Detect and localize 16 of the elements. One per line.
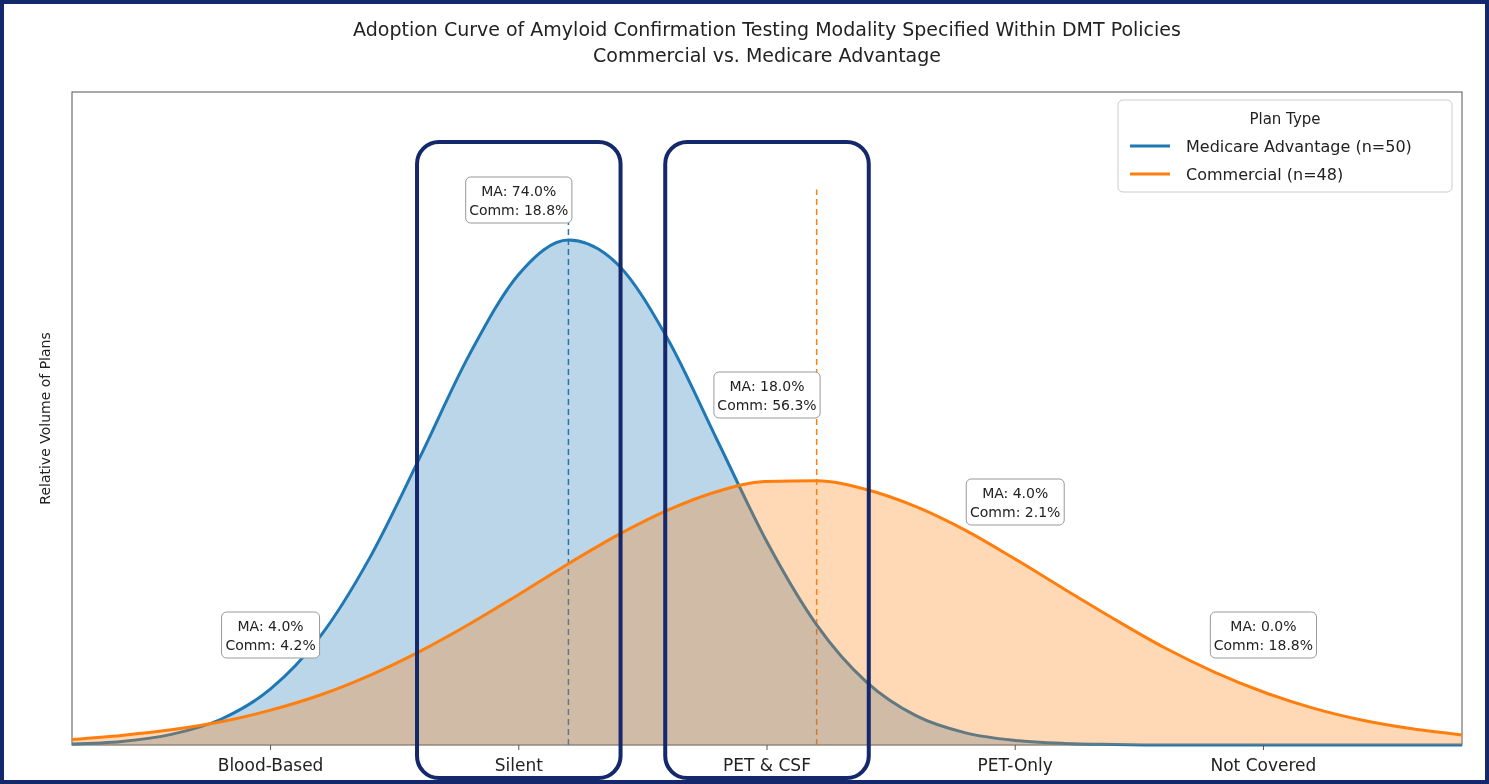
legend-title: Plan Type (1249, 110, 1321, 128)
annotation: MA: 4.0% Comm: 2.1% (970, 485, 1061, 520)
annotation: MA: 0.0% Comm: 18.8% (1213, 618, 1314, 653)
text: MA: 74.0% Comm: 18.8% (469, 183, 569, 218)
annotation: MA: 4.0% Comm: 4.2% (225, 618, 316, 653)
x-tick-label: PET-Only (977, 755, 1053, 775)
legend-label: Commercial (n=48) (1186, 165, 1344, 184)
chart-title: Adoption Curve of Amyloid Confirmation Testing Modality Specified Within DMT Policies (353, 18, 1181, 40)
x-tick-label: Blood-Based (217, 755, 324, 775)
x-tick-label: Not Covered (1210, 755, 1317, 775)
annotation: MA: 18.0% Comm: 56.3% (717, 378, 817, 413)
chart-subtitle: Commercial vs. Medicare Advantage (592, 44, 942, 66)
y-axis-title: Relative Volume of Plans (37, 332, 53, 505)
x-tick-label: Silent (494, 755, 544, 775)
legend-label: Medicare Advantage (n=50) (1186, 137, 1412, 156)
x-tick-label: PET & CSF (723, 755, 811, 775)
